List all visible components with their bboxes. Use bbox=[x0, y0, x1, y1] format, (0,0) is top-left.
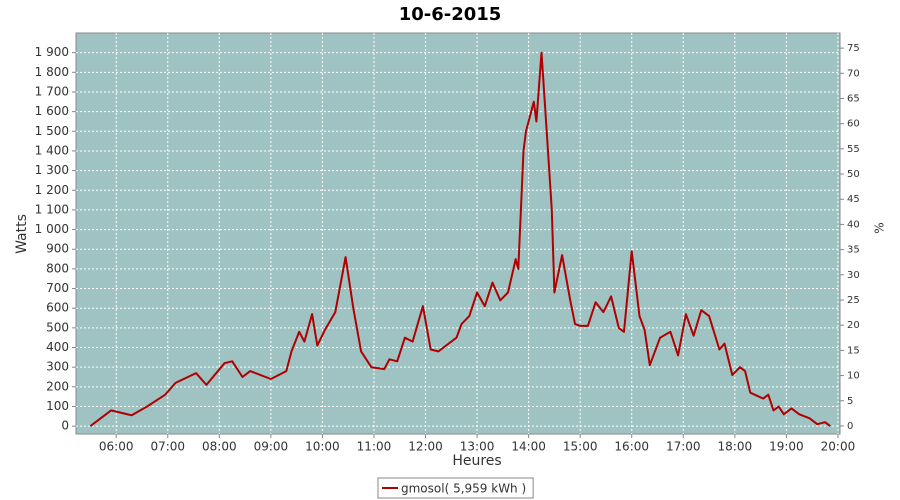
x-tick-label: 07:00 bbox=[150, 440, 185, 454]
y-tick-label: 700 bbox=[46, 281, 69, 295]
x-tick-label: 19:00 bbox=[769, 440, 804, 454]
chart-title: 10-6-2015 bbox=[399, 4, 502, 25]
y2-tick-label: 15 bbox=[847, 345, 860, 356]
y2-tick-label: 35 bbox=[847, 245, 860, 256]
legend-box bbox=[377, 477, 534, 499]
y-tick-label: 1 000 bbox=[35, 222, 69, 236]
y2-tick-label: 50 bbox=[847, 169, 860, 180]
x-tick-label: 08:00 bbox=[202, 440, 237, 454]
x-tick-label: 16:00 bbox=[614, 440, 649, 454]
y2-tick-label: 65 bbox=[847, 93, 860, 104]
plot-area bbox=[75, 32, 841, 435]
y-tick-label: 200 bbox=[46, 379, 69, 393]
y-tick-label: 0 bbox=[61, 419, 69, 433]
y2-tick-label: 10 bbox=[847, 371, 860, 382]
y-tick-label: 500 bbox=[46, 320, 69, 334]
legend: gmosol( 5,959 kWh ) bbox=[377, 477, 534, 499]
line-series bbox=[89, 51, 831, 427]
x-tick-label: 10:00 bbox=[305, 440, 340, 454]
x-tick-label: 18:00 bbox=[718, 440, 753, 454]
y-axis-label: Watts bbox=[14, 214, 30, 254]
y-tick-label: 1 600 bbox=[35, 104, 69, 118]
x-tick-label: 14:00 bbox=[511, 440, 546, 454]
y-tick-label: 1 800 bbox=[35, 65, 69, 79]
y2-tick-label: 45 bbox=[847, 194, 860, 205]
y-tick-label: 800 bbox=[46, 261, 69, 275]
y2-tick-label: 0 bbox=[847, 421, 853, 432]
y2-tick-label: 40 bbox=[847, 219, 860, 230]
y-tick-label: 300 bbox=[46, 360, 69, 374]
y-tick-label: 900 bbox=[46, 242, 69, 256]
y-tick-label: 1 300 bbox=[35, 163, 69, 177]
y2-tick-label: 75 bbox=[847, 43, 860, 54]
y2-axis-label: % bbox=[873, 222, 887, 233]
y2-tick-label: 25 bbox=[847, 295, 860, 306]
x-axis-label: Heures bbox=[452, 453, 501, 469]
y-tick-label: 1 200 bbox=[35, 183, 69, 197]
x-tick-label: 13:00 bbox=[460, 440, 495, 454]
y2-tick-label: 5 bbox=[847, 396, 853, 407]
y-tick-label: 1 500 bbox=[35, 124, 69, 138]
x-tick-label: 09:00 bbox=[254, 440, 289, 454]
x-tick-label: 15:00 bbox=[563, 440, 598, 454]
legend-label: gmosol( 5,959 kWh ) bbox=[401, 482, 526, 496]
y-tick-label: 100 bbox=[46, 399, 69, 413]
y2-tick-label: 30 bbox=[847, 270, 860, 281]
y2-tick-label: 55 bbox=[847, 144, 860, 155]
x-tick-label: 17:00 bbox=[666, 440, 701, 454]
x-tick-label: 20:00 bbox=[821, 440, 856, 454]
y2-tick-label: 60 bbox=[847, 119, 860, 130]
x-tick-label: 06:00 bbox=[99, 440, 134, 454]
x-tick-label: 11:00 bbox=[357, 440, 392, 454]
y2-tick-label: 70 bbox=[847, 68, 860, 79]
y-tick-label: 400 bbox=[46, 340, 69, 354]
y-tick-label: 1 100 bbox=[35, 202, 69, 216]
x-tick-label: 12:00 bbox=[408, 440, 443, 454]
y-tick-label: 600 bbox=[46, 301, 69, 315]
y-tick-label: 1 700 bbox=[35, 84, 69, 98]
y-tick-label: 1 900 bbox=[35, 45, 69, 59]
y-tick-label: 1 400 bbox=[35, 143, 69, 157]
y2-tick-label: 20 bbox=[847, 320, 860, 331]
